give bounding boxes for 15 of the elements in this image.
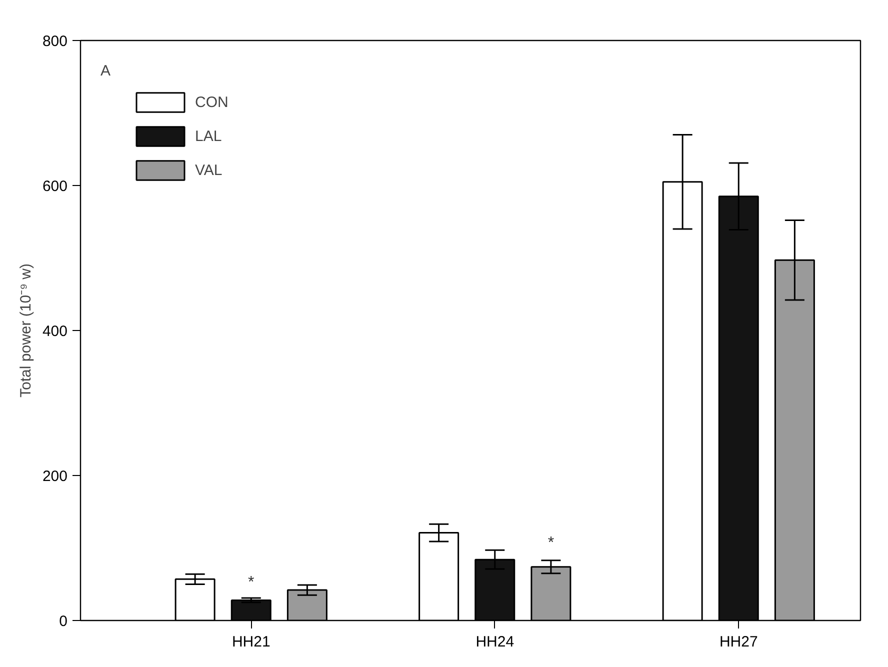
- annotation: *: [248, 574, 254, 591]
- annotation: A: [100, 62, 111, 80]
- y-axis-title: Total power (10⁻⁹ w): [17, 264, 34, 398]
- x-tick-label: HH27: [719, 634, 758, 650]
- legend-label: CON: [195, 94, 228, 110]
- annotation: *: [548, 534, 554, 552]
- legend-label: VAL: [195, 162, 222, 178]
- y-tick-label: 0: [59, 613, 68, 630]
- y-tick-label: 800: [42, 33, 68, 50]
- x-tick-label: HH21: [232, 634, 270, 650]
- y-tick-label: 400: [42, 323, 68, 340]
- legend-label: LAL: [195, 128, 222, 144]
- y-tick-label: 600: [42, 178, 68, 195]
- x-tick-label: HH24: [476, 634, 514, 650]
- y-tick-label: 200: [42, 468, 68, 485]
